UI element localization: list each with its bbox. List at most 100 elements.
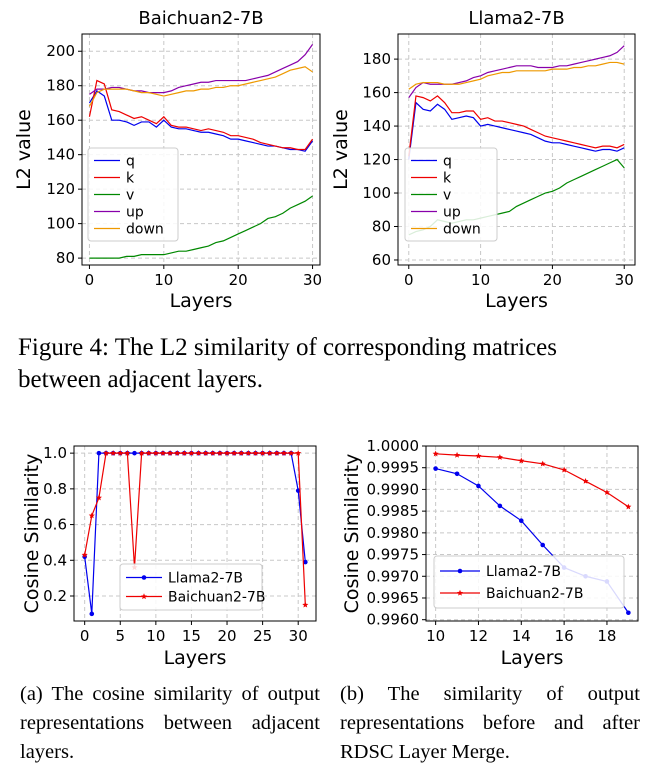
data-point	[496, 454, 503, 460]
series-line-down	[88, 66, 313, 107]
y-tick-label: 0.2	[43, 587, 67, 605]
x-tick-label: 20	[229, 271, 248, 289]
legend-label-llama2-7b: Llama2-7B	[168, 571, 243, 587]
data-point	[159, 449, 167, 456]
legend-marker	[457, 568, 463, 574]
series-line-up	[89, 43, 314, 95]
data-point	[209, 449, 216, 456]
x-axis-label: Layers	[164, 647, 227, 669]
data-point	[626, 610, 631, 616]
legend-label-q: q	[443, 154, 452, 170]
x-tick-label: 15	[182, 627, 201, 645]
chart-cosine-merge: 10 12 14 16 18 0.9960 0.9965 0.9970 0.9975 0.9980…	[341, 437, 639, 669]
subcaption-a: (a) The cosine similarity of output repr…	[20, 683, 320, 763]
y-tick-label: 80	[56, 249, 75, 267]
legend-box	[87, 147, 179, 242]
y-axis-label: L2 value	[13, 109, 35, 190]
x-tick-label: 18	[597, 627, 616, 645]
y-tick-label: 0.9995	[367, 459, 420, 477]
legend-box	[119, 563, 263, 611]
y-tick-label: 160	[362, 84, 391, 102]
y-tick-label: 0.4	[43, 551, 67, 569]
y-tick-label: 60	[372, 251, 391, 269]
data-point	[454, 451, 461, 458]
y-tick-label: 0.9965	[367, 589, 420, 607]
data-point	[273, 449, 280, 456]
legend-label-down: down	[126, 222, 164, 238]
y-tick-label: 1.0	[43, 444, 67, 462]
y-tick-label: 0.9970	[367, 567, 420, 585]
data-point	[216, 449, 223, 456]
data-point	[110, 449, 117, 456]
legend-label-q: q	[126, 154, 135, 170]
x-tick-label: 10	[146, 627, 165, 645]
legend-label-v: v	[126, 188, 134, 204]
data-point	[454, 471, 460, 477]
data-point	[252, 449, 259, 456]
y-tick-label: 120	[362, 151, 391, 169]
data-point	[202, 449, 209, 456]
legend-marker	[141, 575, 147, 580]
chart-cosine-adjacent: 0 5 10 15 20 25 30 0.2 0.4 0.6 0.8 1.0 Layers Cosine …	[21, 444, 317, 669]
data-point	[145, 449, 152, 456]
data-point	[102, 449, 110, 456]
x-tick-label: 25	[253, 627, 272, 645]
legend-box	[404, 147, 498, 242]
data-point	[138, 449, 145, 456]
plot-frame	[397, 33, 636, 266]
data-point	[245, 449, 252, 456]
y-tick-label: 180	[362, 50, 391, 68]
y-tick-label: 160	[46, 111, 75, 129]
y-tick-label: 0.9985	[367, 502, 420, 520]
data-point	[540, 542, 546, 548]
data-point	[88, 512, 95, 519]
data-point	[302, 601, 309, 608]
legend-label-k: k	[126, 171, 135, 187]
data-point	[167, 449, 174, 456]
data-point	[132, 450, 137, 456]
y-tick-label: 1.0000	[367, 437, 420, 455]
legend-label-k: k	[443, 171, 452, 187]
data-point	[476, 483, 481, 489]
y-tick-label: 140	[362, 117, 391, 135]
legend-label-v: v	[443, 188, 451, 204]
legend-label-down: down	[443, 222, 481, 238]
data-point	[266, 449, 273, 456]
x-tick-label: 0	[404, 271, 414, 289]
series-line-up	[408, 45, 625, 98]
y-tick-label: 120	[46, 180, 75, 198]
x-tick-label: 14	[512, 627, 531, 645]
data-point	[124, 449, 131, 456]
x-tick-label: 0	[80, 627, 90, 645]
data-point	[259, 449, 266, 456]
y-tick-label: 0.9960	[367, 611, 420, 629]
x-axis-label: Layers	[485, 290, 548, 312]
data-point	[539, 460, 546, 467]
legend-label-up: up	[126, 205, 144, 221]
legend-label-baichuan2-7b: Baichuan2-7B	[168, 590, 265, 606]
y-tick-label: 0.8	[43, 480, 67, 498]
data-point	[497, 503, 503, 509]
legend-marker	[140, 593, 148, 600]
x-tick-label: 10	[154, 271, 173, 289]
data-point	[288, 449, 295, 456]
data-point	[231, 449, 238, 456]
plot-frame	[73, 445, 317, 622]
legend-box	[433, 555, 625, 609]
data-point	[95, 494, 102, 501]
data-point	[174, 449, 181, 456]
data-point	[295, 449, 302, 456]
y-tick-label: 180	[46, 77, 75, 95]
series-line-q	[88, 90, 314, 152]
chart-title: Baichuan2-7B	[138, 8, 263, 29]
data-point	[238, 449, 245, 456]
x-axis-label: Layers	[170, 290, 233, 312]
y-tick-label: 200	[46, 42, 75, 60]
figure-caption: Figure 4: The L2 similarity of correspon…	[18, 334, 558, 393]
y-axis-label: Cosine Similarity	[21, 454, 43, 614]
data-point	[117, 449, 124, 456]
chart-title: Llama2-7B	[468, 8, 564, 29]
series-line-baichuan2-7b	[435, 453, 629, 508]
series-line-k	[408, 95, 625, 157]
y-tick-label: 100	[46, 215, 75, 233]
